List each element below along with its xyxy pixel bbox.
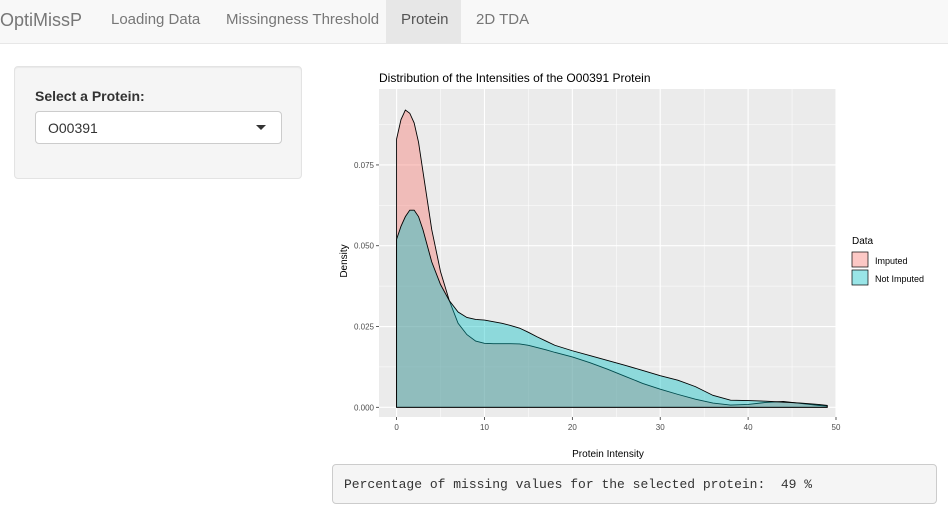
legend-label-not-imputed: Not Imputed xyxy=(875,274,924,284)
legend-label-imputed: Imputed xyxy=(875,256,908,266)
chart-title: Distribution of the Intensities of the O… xyxy=(379,71,651,85)
y-tick-label: 0.050 xyxy=(354,242,375,251)
missing-percentage-output: Percentage of missing values for the sel… xyxy=(332,464,937,504)
x-tick-label: 30 xyxy=(656,423,665,432)
tab-loading-data[interactable]: Loading Data xyxy=(111,11,201,28)
y-tick-label: 0.075 xyxy=(354,161,375,170)
plot-panel xyxy=(379,89,836,417)
x-tick-label: 20 xyxy=(568,423,577,432)
y-tick-label: 0.000 xyxy=(354,403,375,412)
tab-missingness-threshold[interactable]: Missingness Threshold xyxy=(226,11,380,28)
tab-2d-tda[interactable]: 2D TDA xyxy=(476,11,530,28)
protein-select-value: O00391 xyxy=(48,120,98,136)
x-tick-label: 10 xyxy=(480,423,489,432)
x-tick-label: 50 xyxy=(832,423,841,432)
legend-swatch-not-imputed xyxy=(851,269,869,286)
legend: Data Imputed Not Imputed xyxy=(851,236,924,286)
navbar: OptiMissP Loading Data Missingness Thres… xyxy=(0,0,948,44)
density-area-imputed xyxy=(396,109,828,408)
tab-protein[interactable]: Protein xyxy=(386,0,461,44)
sidebar-panel: Select a Protein: O00391 xyxy=(14,66,302,179)
x-tick-label: 40 xyxy=(744,423,753,432)
y-axis-label: Density xyxy=(339,244,350,277)
app-brand[interactable]: OptiMissP xyxy=(0,10,83,30)
x-axis-label: Protein Intensity xyxy=(572,449,644,460)
density-chart: Distribution of the Intensities of the O… xyxy=(339,71,924,460)
protein-select-label: Select a Protein: xyxy=(35,88,145,104)
axes: 0 10 20 30 40 50 0.000 0.025 0.050 0.075 xyxy=(354,161,841,432)
x-tick-label: 0 xyxy=(394,423,399,432)
chevron-down-icon[interactable] xyxy=(256,125,266,130)
density-area-not-imputed xyxy=(396,209,828,408)
protein-select[interactable]: O00391 xyxy=(35,111,282,144)
y-tick-label: 0.025 xyxy=(354,323,375,332)
legend-title: Data xyxy=(852,236,874,247)
legend-swatch-imputed xyxy=(851,251,869,268)
series-layer xyxy=(396,109,828,408)
